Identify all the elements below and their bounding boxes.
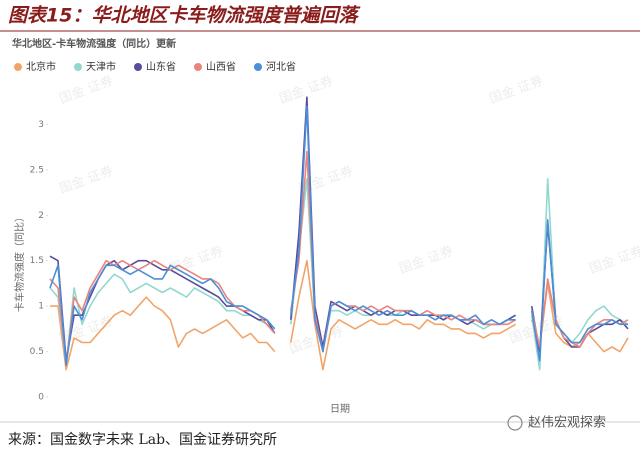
watermark: 国金 证券 [167, 243, 225, 277]
watermark: 国金 证券 [587, 243, 640, 277]
legend-label: 河北省 [266, 60, 296, 73]
legend-marker [74, 63, 82, 71]
y-tick-label: 1 [38, 302, 44, 312]
y-axis-label: 卡车物流强度（同比） [13, 212, 26, 312]
legend-marker [254, 63, 262, 71]
watermark: 国金 证券 [397, 243, 455, 277]
legend-marker [14, 63, 22, 71]
x-axis-label: 日期 [330, 403, 350, 415]
y-tick-label: 2 [38, 211, 44, 221]
y-tick-label: 3 [38, 120, 44, 130]
legend-marker [194, 63, 202, 71]
legend-marker [134, 63, 142, 71]
legend-label: 山东省 [146, 60, 176, 73]
watermark: 国金 证券 [487, 73, 545, 107]
legend-label: 天津市 [86, 60, 116, 73]
y-tick-label: 1.5 [30, 256, 44, 266]
watermark: 国金 证券 [57, 73, 115, 107]
watermark: 国金 证券 [57, 163, 115, 197]
brand-icon [507, 415, 523, 431]
y-tick-label: 2.5 [30, 165, 44, 175]
y-tick-label: 0 [38, 393, 44, 403]
series-line [49, 105, 628, 366]
brand: 赵伟宏观探索 [528, 416, 606, 431]
legend-label: 北京市 [26, 60, 56, 73]
figure-title: 图表15：华北地区卡车物流强度普遍回落 [8, 5, 360, 27]
y-tick-label: 0.5 [30, 347, 44, 357]
chart-title: 华北地区-卡车物流强度（同比）更新 [12, 37, 176, 50]
source-note: 来源：国金数字未来 Lab、国金证券研究所 [8, 432, 277, 448]
legend-label: 山西省 [206, 60, 236, 73]
